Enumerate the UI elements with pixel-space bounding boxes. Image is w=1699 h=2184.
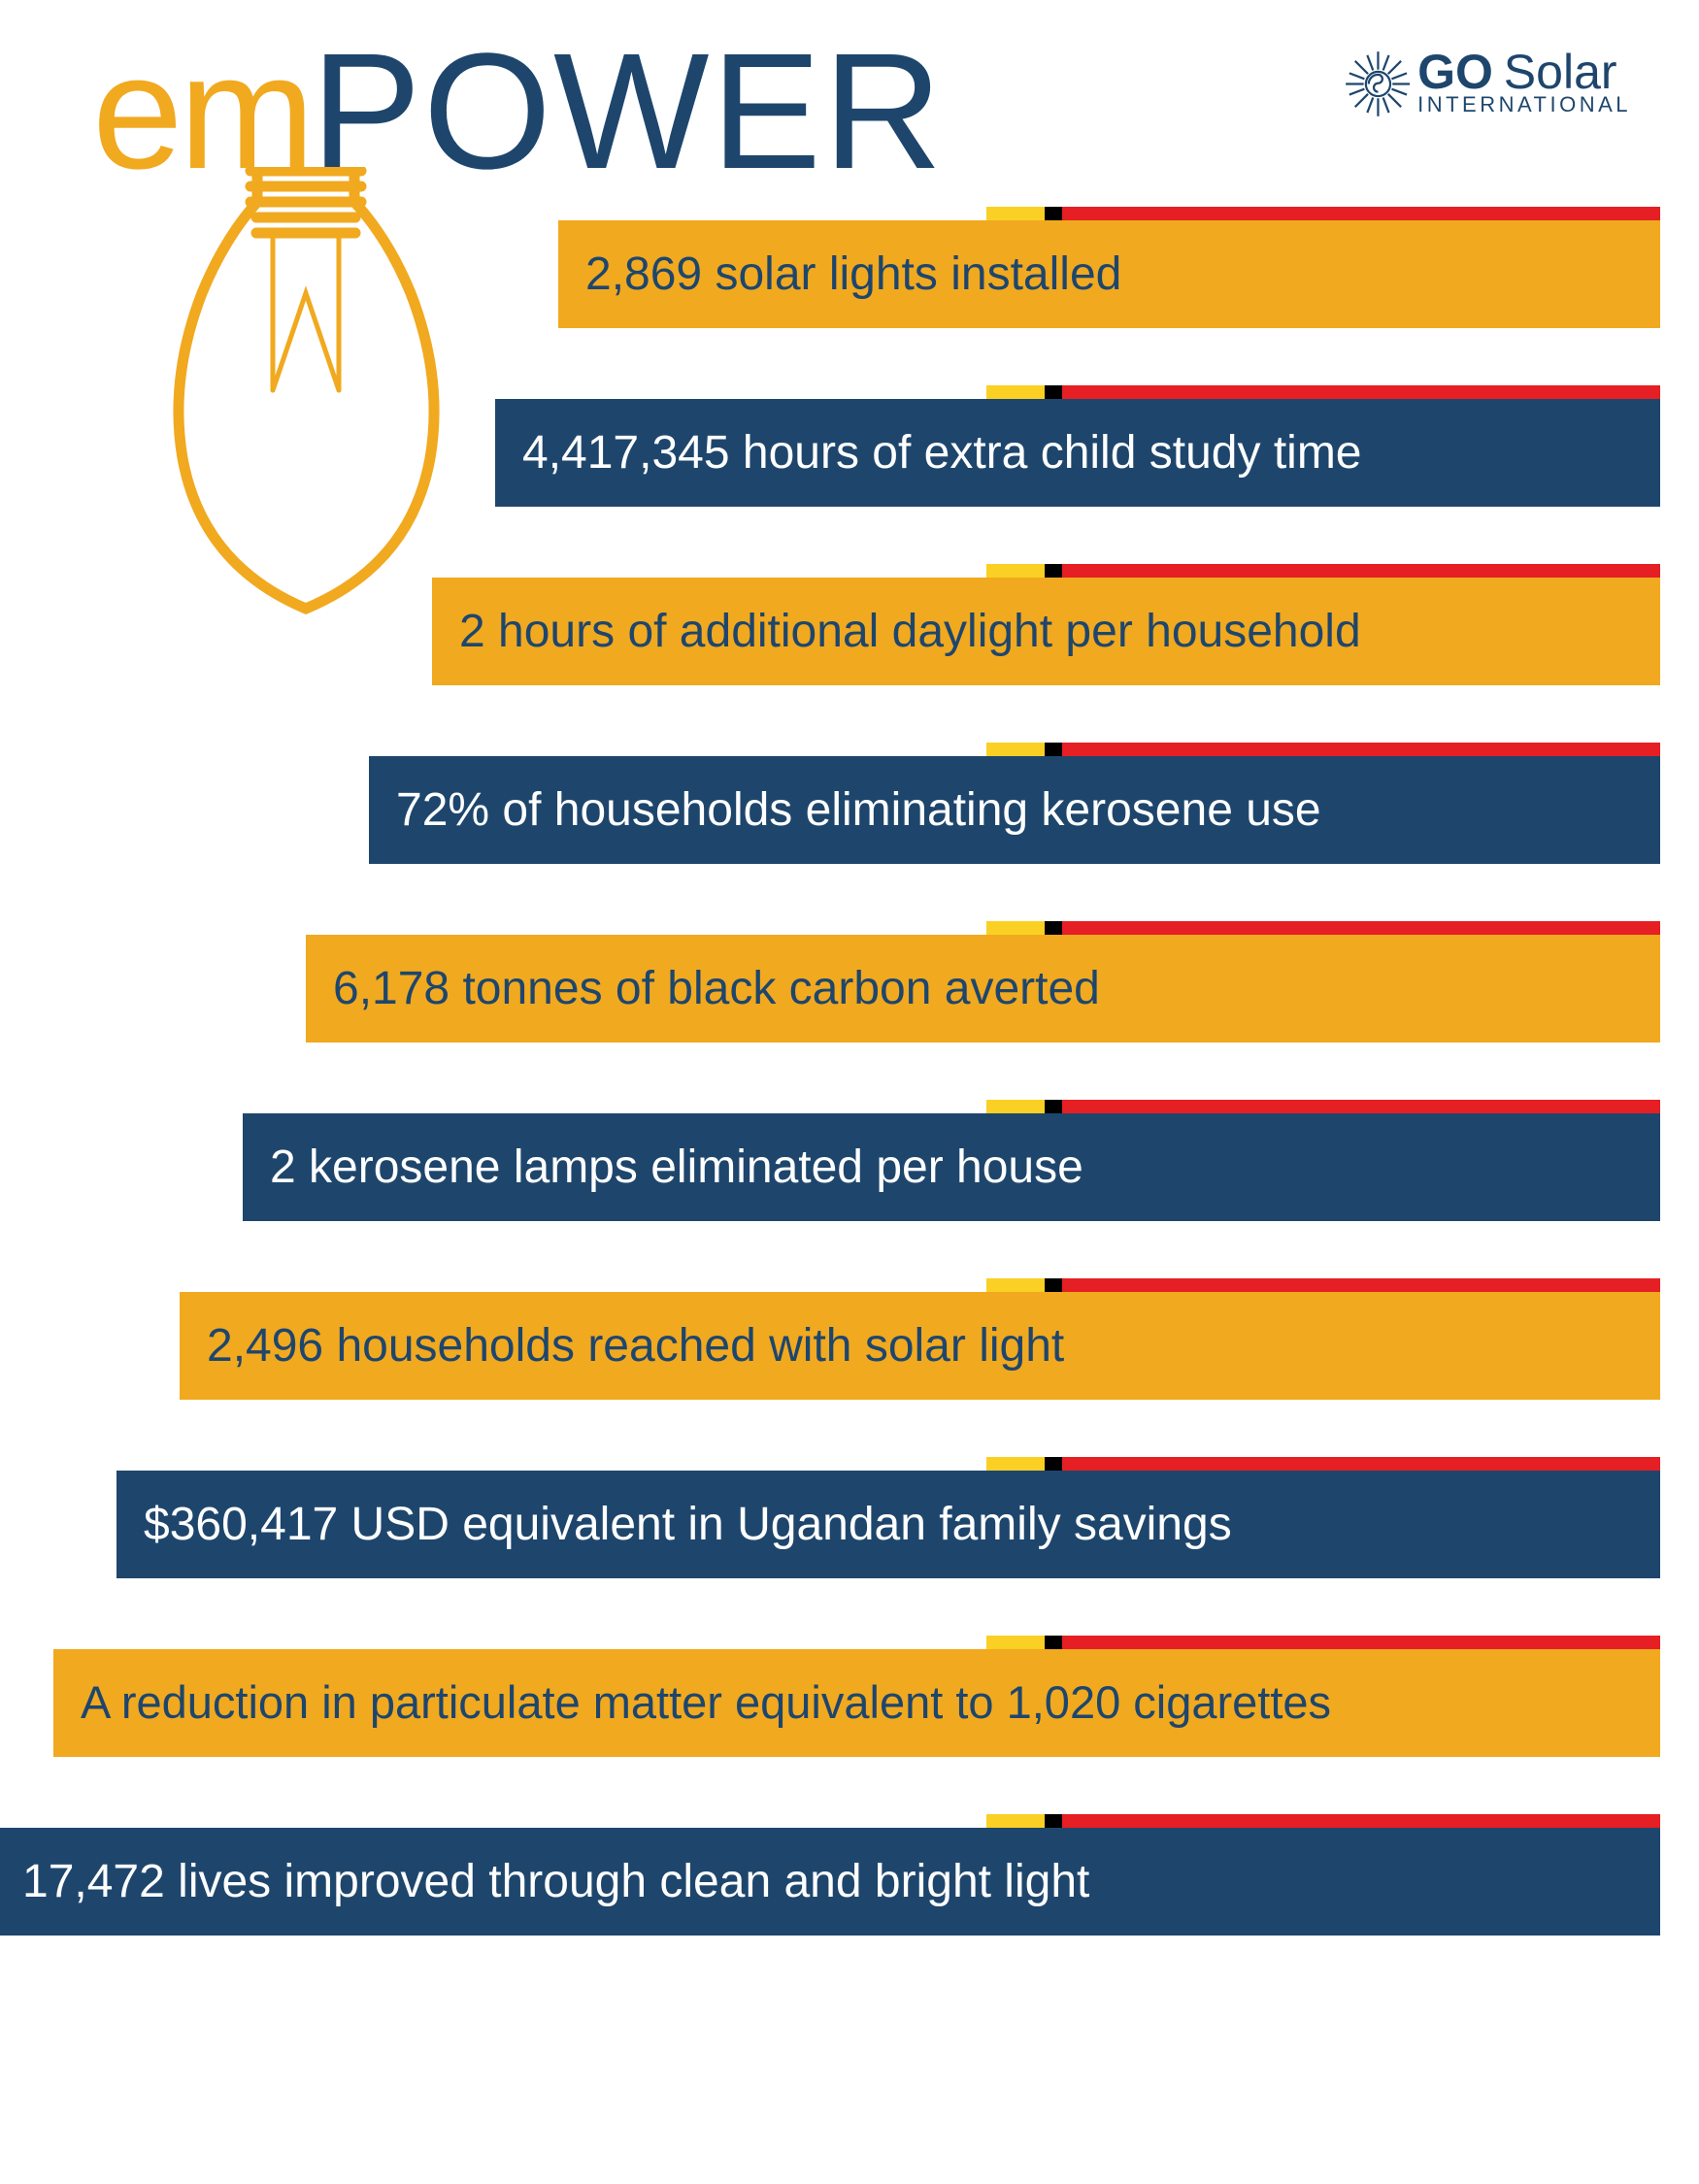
stat-text: $360,417 USD equivalent in Ugandan famil… (144, 1498, 1232, 1551)
stat-text: 2,869 solar lights installed (585, 248, 1121, 301)
stat-bar: $360,417 USD equivalent in Ugandan famil… (0, 1439, 1660, 1578)
stat-bars: 2,869 solar lights installed 4,417,345 ho… (0, 189, 1660, 1936)
stat-bar-body: 2,496 households reached with solar ligh… (180, 1292, 1660, 1400)
header: em POWER (92, 29, 1631, 184)
stat-bar-body: 2,869 solar lights installed (558, 220, 1660, 328)
stat-bar: 2,496 households reached with solar ligh… (0, 1261, 1660, 1400)
stat-bar-body: $360,417 USD equivalent in Ugandan famil… (117, 1471, 1660, 1578)
brand-solar: Solar (1490, 45, 1617, 99)
stat-bar-body: 6,178 tonnes of black carbon averted (306, 935, 1660, 1042)
brand-intl: INTERNATIONAL (1417, 95, 1631, 116)
sun-icon (1338, 47, 1410, 118)
stat-bar-body: 2 hours of additional daylight per house… (432, 578, 1660, 685)
stat-bar: 2 hours of additional daylight per house… (0, 546, 1660, 685)
stat-text: 2,496 households reached with solar ligh… (207, 1319, 1064, 1373)
brand-go: GO (1417, 45, 1493, 99)
stat-text: 72% of households eliminating kerosene u… (396, 783, 1321, 837)
stat-bar-body: 17,472 lives improved through clean and … (0, 1828, 1660, 1936)
brand-logo: GO Solar INTERNATIONAL (1338, 47, 1631, 118)
stat-bar-body: 72% of households eliminating kerosene u… (369, 756, 1660, 864)
stat-text: 6,178 tonnes of black carbon averted (333, 962, 1100, 1015)
stat-text: A reduction in particulate matter equiva… (81, 1676, 1331, 1729)
stat-text: 2 kerosene lamps eliminated per house (270, 1141, 1083, 1194)
stat-bar: 6,178 tonnes of black carbon averted (0, 904, 1660, 1042)
stat-text: 17,472 lives improved through clean and … (22, 1855, 1089, 1908)
stat-bar: A reduction in particulate matter equiva… (0, 1618, 1660, 1757)
stat-text: 4,417,345 hours of extra child study tim… (522, 426, 1362, 480)
brand-text: GO Solar INTERNATIONAL (1417, 50, 1631, 116)
stat-bar: 17,472 lives improved through clean and … (0, 1797, 1660, 1936)
stat-bar: 2,869 solar lights installed (0, 189, 1660, 328)
infographic-canvas: em POWER (0, 0, 1699, 2184)
stat-bar: 4,417,345 hours of extra child study tim… (0, 368, 1660, 507)
stat-bar: 2 kerosene lamps eliminated per house (0, 1082, 1660, 1221)
stat-bar: 72% of households eliminating kerosene u… (0, 725, 1660, 864)
stat-bar-body: 2 kerosene lamps eliminated per house (243, 1113, 1660, 1221)
stat-bar-body: 4,417,345 hours of extra child study tim… (495, 399, 1660, 507)
stat-text: 2 hours of additional daylight per house… (459, 605, 1361, 658)
stat-bar-body: A reduction in particulate matter equiva… (53, 1649, 1660, 1757)
